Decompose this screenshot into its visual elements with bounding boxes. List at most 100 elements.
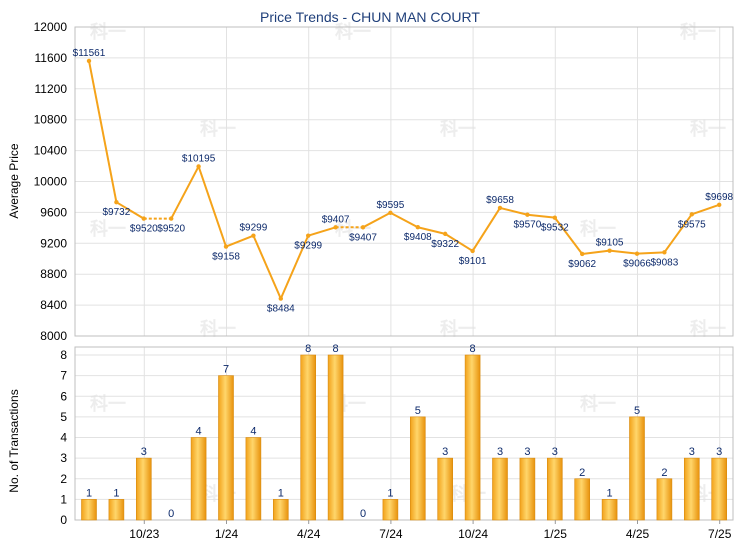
volume-data-label: 7 bbox=[223, 364, 229, 376]
x-axis-ticks: 10/23 1/24 4/24 7/24 10/24 1/25 4/25 7/25 bbox=[129, 520, 732, 541]
volume-bar bbox=[519, 457, 536, 521]
x-tick-label: 7/25 bbox=[708, 527, 732, 541]
price-data-label: $9299 bbox=[294, 241, 322, 252]
volume-bar bbox=[656, 478, 673, 521]
price-line-segment bbox=[663, 213, 693, 253]
volume-bar bbox=[711, 457, 728, 521]
volume-data-label: 3 bbox=[497, 446, 503, 458]
price-plot-frame bbox=[74, 26, 734, 337]
price-point bbox=[141, 216, 146, 221]
volume-y-tick-label: 7 bbox=[60, 369, 67, 383]
price-point bbox=[607, 248, 612, 253]
price-y-tick-label: 9600 bbox=[40, 205, 67, 219]
volume-data-label: 2 bbox=[661, 467, 667, 479]
price-point bbox=[251, 233, 256, 238]
price-data-label: $9101 bbox=[459, 256, 487, 267]
x-tick-label: 4/25 bbox=[626, 527, 650, 541]
volume-data-label: 3 bbox=[442, 446, 448, 458]
volume-bar bbox=[136, 457, 152, 521]
price-line-segment bbox=[389, 211, 419, 229]
watermark-mark: 科一 bbox=[690, 118, 726, 140]
price-data-label: $9658 bbox=[486, 195, 514, 206]
price-point bbox=[717, 202, 722, 208]
volume-y-tick-label: 2 bbox=[60, 472, 67, 486]
volume-data-label: 4 bbox=[196, 426, 202, 438]
price-data-label: $9407 bbox=[349, 232, 377, 243]
x-tick-label: 4/24 bbox=[297, 527, 321, 541]
price-line-segment bbox=[636, 251, 665, 255]
price-point bbox=[634, 251, 640, 256]
price-y-tick-label: 10800 bbox=[34, 113, 68, 127]
price-gridlines bbox=[75, 26, 733, 337]
watermark-mark: 科一 bbox=[200, 118, 236, 140]
price-point bbox=[415, 225, 420, 230]
price-line-segment bbox=[197, 166, 227, 247]
price-line-segment bbox=[307, 226, 336, 237]
volume-data-label: 3 bbox=[716, 446, 722, 458]
volume-bar bbox=[218, 375, 234, 521]
price-point bbox=[114, 200, 119, 205]
watermark-mark: 科一 bbox=[580, 393, 616, 415]
price-point bbox=[169, 216, 174, 221]
price-point bbox=[306, 233, 311, 238]
volume-data-label: 8 bbox=[333, 343, 339, 355]
price-y-tick-label: 10000 bbox=[34, 175, 68, 189]
price-data-label: $9062 bbox=[568, 259, 596, 270]
volume-y-tick-label: 8 bbox=[60, 348, 67, 362]
chart-title: Price Trends - CHUN MAN COURT bbox=[260, 9, 480, 25]
price-data-label: $9520 bbox=[130, 224, 158, 235]
volume-bar bbox=[327, 354, 344, 521]
price-point bbox=[388, 210, 393, 215]
price-line-segment bbox=[225, 234, 254, 248]
volume-y-tick-label: 1 bbox=[60, 492, 67, 506]
volume-y-tick-label: 3 bbox=[60, 451, 67, 465]
volume-data-label: 5 bbox=[634, 405, 640, 417]
volume-bar bbox=[245, 437, 262, 521]
price-data-label: $9299 bbox=[239, 223, 267, 234]
price-point bbox=[360, 225, 366, 230]
price-y-ticks: 8000 8400 8800 9200 9600 10000 10400 10800 11200… bbox=[34, 20, 68, 343]
volume-y-tick-label: 6 bbox=[60, 389, 67, 403]
watermark-mark: 科一 bbox=[440, 118, 476, 140]
price-line-segment bbox=[444, 233, 474, 252]
price-data-label: $9083 bbox=[650, 257, 678, 268]
volume-y-tick-label: 4 bbox=[60, 431, 67, 445]
x-tick-label: 10/24 bbox=[458, 527, 488, 541]
volume-bar bbox=[81, 499, 97, 521]
price-data-label: $9595 bbox=[376, 200, 404, 211]
volume-data-label: 5 bbox=[415, 405, 421, 417]
price-data-label: $9532 bbox=[541, 223, 569, 234]
price-data-label: $9158 bbox=[212, 252, 240, 263]
volume-bar bbox=[190, 437, 207, 521]
price-data-label: $9408 bbox=[404, 232, 432, 243]
price-data-label: $10195 bbox=[182, 153, 216, 164]
volume-y-tick-label: 5 bbox=[60, 410, 67, 424]
x-tick-label: 1/25 bbox=[544, 527, 568, 541]
watermark-mark: 科一 bbox=[90, 393, 126, 415]
price-y-axis-title: Average Price bbox=[7, 143, 21, 218]
watermark-mark: 科一 bbox=[690, 318, 726, 340]
volume-data-label: 8 bbox=[470, 343, 476, 355]
volume-bar bbox=[546, 457, 563, 521]
price-data-label: $9407 bbox=[322, 214, 350, 225]
volume-bar bbox=[464, 354, 481, 521]
volume-data-label: 1 bbox=[278, 487, 284, 499]
price-point bbox=[333, 225, 338, 230]
watermark-mark: 科一 bbox=[90, 218, 126, 240]
price-point bbox=[443, 231, 448, 237]
price-point bbox=[223, 244, 229, 249]
volume-y-axis-title: No. of Transactions bbox=[7, 389, 21, 492]
price-line-segment bbox=[554, 217, 583, 255]
price-point bbox=[552, 215, 557, 220]
price-line-segment bbox=[471, 207, 501, 252]
price-line-segment bbox=[88, 60, 118, 203]
price-data-label: $9732 bbox=[102, 207, 130, 218]
volume-bar bbox=[409, 416, 426, 521]
price-line-segment bbox=[417, 226, 446, 235]
volume-data-label: 3 bbox=[689, 446, 695, 458]
volume-data-label: 0 bbox=[360, 508, 366, 520]
price-line-segment bbox=[691, 203, 720, 216]
volume-bar bbox=[574, 478, 591, 521]
volume-data-label: 3 bbox=[524, 446, 530, 458]
price-y-tick-label: 12000 bbox=[34, 20, 68, 34]
